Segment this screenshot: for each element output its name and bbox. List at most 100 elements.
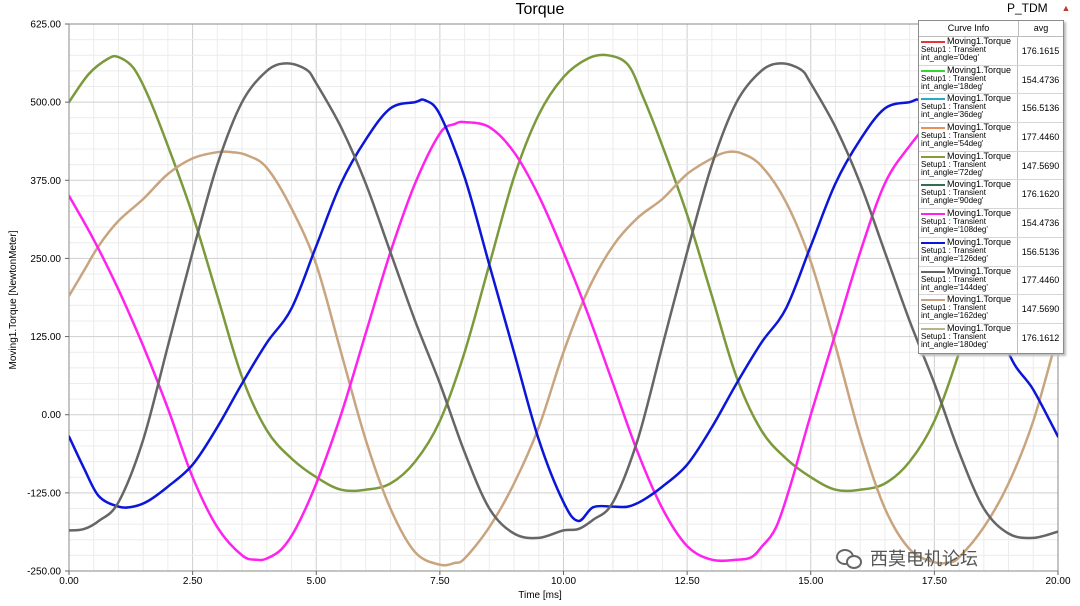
curve-info-legend[interactable]: Curve Info avg Moving1.Torque Setup1 : Tr… [918, 20, 1064, 354]
legend-avg-value: 177.4460 [1021, 275, 1060, 286]
legend-variable: int_angle='108deg' [921, 225, 988, 235]
legend-rows: Moving1.Torque Setup1 : Transient int_angl… [919, 37, 1063, 353]
series-line-1[interactable] [69, 150, 1058, 567]
x-tick-label: 20.00 [1045, 576, 1070, 587]
legend-curve-info: Moving1.Torque Setup1 : Transient int_angl… [919, 295, 1018, 323]
y-axis-label: Moving1.Torque [NewtonMeter] [8, 230, 19, 369]
legend-avg-value: 176.1612 [1021, 333, 1060, 344]
legend-row[interactable]: Moving1.Torque Setup1 : Transient int_angl… [919, 209, 1063, 238]
x-tick-label: 12.50 [675, 576, 700, 587]
legend-setup: Setup1 : Transient [921, 131, 986, 141]
legend-quantity: Moving1.Torque [947, 208, 1012, 219]
legend-row[interactable]: Moving1.Torque Setup1 : Transient int_angl… [919, 150, 1063, 181]
legend-row[interactable]: Moving1.Torque Setup1 : Transient int_angl… [919, 123, 1063, 152]
legend-avg-value: 177.4460 [1021, 131, 1060, 142]
y-tick-label: -125.00 [27, 488, 61, 499]
legend-col-avg: avg [1033, 23, 1049, 33]
legend-swatch [921, 299, 945, 302]
legend-swatch [921, 127, 945, 130]
legend-avg-value: 156.5136 [1021, 246, 1060, 257]
legend-curve-info: Moving1.Torque Setup1 : Transient int_angl… [919, 209, 1018, 237]
legend-variable: int_angle='72deg' [921, 167, 984, 177]
legend-row[interactable]: Moving1.Torque Setup1 : Transient int_angl… [919, 236, 1063, 267]
legend-swatch [921, 213, 945, 216]
legend-curve-info: Moving1.Torque Setup1 : Transient int_angl… [919, 123, 1018, 151]
legend-avg-value: 147.5690 [1021, 160, 1060, 171]
y-tick-label: -250.00 [27, 567, 61, 578]
legend-variable: int_angle='18deg' [921, 81, 984, 91]
y-tick-label: 125.00 [30, 332, 61, 343]
legend-row[interactable]: Moving1.Torque Setup1 : Transient int_angl… [919, 295, 1063, 324]
chart-title: Torque [516, 1, 565, 18]
legend-variable: int_angle='54deg' [921, 139, 984, 149]
legend-variable: int_angle='180deg' [921, 339, 988, 349]
legend-row[interactable]: Moving1.Torque Setup1 : Transient int_angl… [919, 179, 1063, 210]
x-tick-label: 7.50 [430, 576, 450, 587]
legend-swatch [921, 327, 945, 330]
legend-quantity: Moving1.Torque [947, 236, 1012, 247]
legend-row[interactable]: Moving1.Torque Setup1 : Transient int_angl… [919, 64, 1063, 95]
legend-swatch [921, 98, 945, 101]
plot-curves [69, 53, 1058, 567]
legend-quantity: Moving1.Torque [947, 93, 1012, 104]
y-tick-labels: 625.00 500.00 375.00 250.00 125.00 0.00 -125.0… [27, 20, 69, 578]
legend-swatch [921, 69, 945, 72]
x-tick-label: 10.00 [551, 576, 576, 587]
legend-quantity: Moving1.Torque [947, 36, 1012, 46]
legend-header: Curve Info avg [919, 21, 1063, 37]
legend-variable: int_angle='126deg' [921, 253, 988, 263]
legend-avg-value: 156.5136 [1021, 103, 1060, 114]
legend-avg-value: 154.4736 [1021, 217, 1060, 228]
legend-quantity: Moving1.Torque [947, 179, 1012, 190]
legend-quantity: Moving1.Torque [947, 294, 1012, 305]
x-tick-labels: 0.00 2.50 5.00 7.50 10.00 12.50 15.00 17.50 20.0… [59, 571, 1071, 587]
legend-row[interactable]: Moving1.Torque Setup1 : Transient int_angl… [919, 93, 1063, 124]
legend-setup: Setup1 : Transient [921, 331, 986, 341]
legend-variable: int_angle='144deg' [921, 282, 988, 292]
wechat-icon [836, 547, 864, 569]
legend-quantity: Moving1.Torque [947, 322, 1012, 333]
series-line-3[interactable] [69, 98, 1058, 523]
x-tick-label: 5.00 [307, 576, 327, 587]
legend-row[interactable]: Moving1.Torque Setup1 : Transient int_angl… [919, 322, 1063, 353]
legend-curve-info: Moving1.Torque Setup1 : Transient int_angl… [919, 93, 1018, 123]
legend-setup: Setup1 : Transient [921, 102, 986, 112]
collapse-arrow-icon[interactable]: ▲ [1062, 3, 1071, 13]
series-line-0[interactable] [69, 53, 1025, 493]
legend-variable: int_angle='162deg' [921, 311, 988, 321]
legend-setup: Setup1 : Transient [921, 245, 986, 255]
watermark: 西莫电机论坛 [836, 545, 978, 571]
legend-curve-info: Moving1.Torque Setup1 : Transient int_angl… [919, 179, 1018, 209]
legend-quantity: Moving1.Torque [947, 265, 1012, 276]
legend-variable: int_angle='36deg' [921, 110, 984, 120]
legend-setup: Setup1 : Transient [921, 73, 986, 83]
legend-curve-info: Moving1.Torque Setup1 : Transient int_angl… [919, 64, 1018, 94]
legend-quantity: Moving1.Torque [947, 64, 1012, 75]
legend-setup: Setup1 : Transient [921, 188, 986, 198]
legend-row[interactable]: Moving1.Torque Setup1 : Transient int_angl… [919, 37, 1063, 66]
y-tick-label: 375.00 [30, 176, 61, 187]
legend-setup: Setup1 : Transient [921, 159, 986, 169]
series-line-2[interactable] [69, 113, 951, 563]
y-tick-label: 0.00 [42, 410, 62, 421]
legend-curve-info: Moving1.Torque Setup1 : Transient int_angl… [919, 236, 1018, 266]
legend-quantity: Moving1.Torque [947, 122, 1012, 133]
series-line-4[interactable] [69, 62, 1058, 540]
x-tick-label: 17.50 [922, 576, 947, 587]
x-axis-label: Time [ms] [518, 590, 562, 601]
project-tag: P_TDM [1007, 1, 1048, 15]
legend-setup: Setup1 : Transient [921, 303, 986, 313]
x-tick-label: 2.50 [183, 576, 203, 587]
x-tick-label: 0.00 [59, 576, 79, 587]
legend-swatch [921, 184, 945, 187]
legend-curve-info: Moving1.Torque Setup1 : Transient int_angl… [919, 150, 1018, 180]
legend-row[interactable]: Moving1.Torque Setup1 : Transient int_angl… [919, 265, 1063, 296]
legend-setup: Setup1 : Transient [921, 274, 986, 284]
legend-quantity: Moving1.Torque [947, 150, 1012, 161]
legend-avg-value: 176.1615 [1021, 45, 1060, 56]
x-tick-label: 15.00 [798, 576, 823, 587]
legend-curve-info: Moving1.Torque Setup1 : Transient int_angl… [919, 37, 1018, 65]
watermark-text: 西莫电机论坛 [870, 549, 978, 570]
legend-swatch [921, 155, 945, 158]
legend-variable: int_angle='90deg' [921, 196, 984, 206]
